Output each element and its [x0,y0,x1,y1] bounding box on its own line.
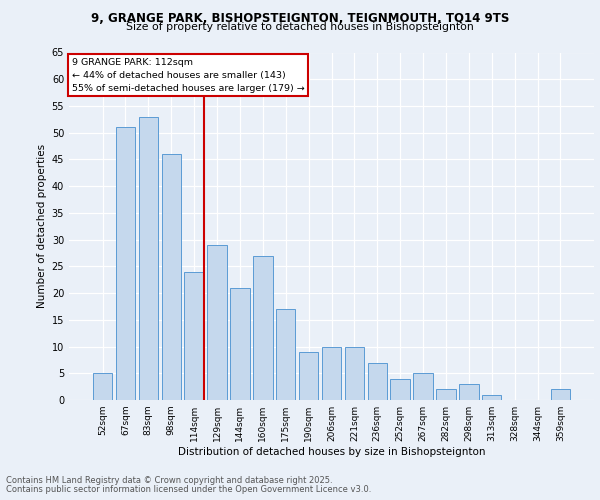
Text: Size of property relative to detached houses in Bishopsteignton: Size of property relative to detached ho… [126,22,474,32]
Bar [459,384,479,400]
Bar [344,346,364,400]
Bar [436,390,455,400]
Bar [230,288,250,400]
Bar [299,352,319,400]
Bar [184,272,204,400]
Bar [276,309,295,400]
Y-axis label: Number of detached properties: Number of detached properties [37,144,47,308]
Bar [253,256,272,400]
Text: Contains public sector information licensed under the Open Government Licence v3: Contains public sector information licen… [6,485,371,494]
Bar [116,128,135,400]
Text: Contains HM Land Registry data © Crown copyright and database right 2025.: Contains HM Land Registry data © Crown c… [6,476,332,485]
Bar [93,374,112,400]
Bar [322,346,341,400]
Bar [482,394,502,400]
Bar [368,362,387,400]
Bar [551,390,570,400]
Bar [413,374,433,400]
Bar [139,116,158,400]
Bar [391,378,410,400]
Bar [161,154,181,400]
Text: 9, GRANGE PARK, BISHOPSTEIGNTON, TEIGNMOUTH, TQ14 9TS: 9, GRANGE PARK, BISHOPSTEIGNTON, TEIGNMO… [91,12,509,26]
Bar [208,245,227,400]
Text: 9 GRANGE PARK: 112sqm
← 44% of detached houses are smaller (143)
55% of semi-det: 9 GRANGE PARK: 112sqm ← 44% of detached … [71,58,304,93]
X-axis label: Distribution of detached houses by size in Bishopsteignton: Distribution of detached houses by size … [178,447,485,457]
